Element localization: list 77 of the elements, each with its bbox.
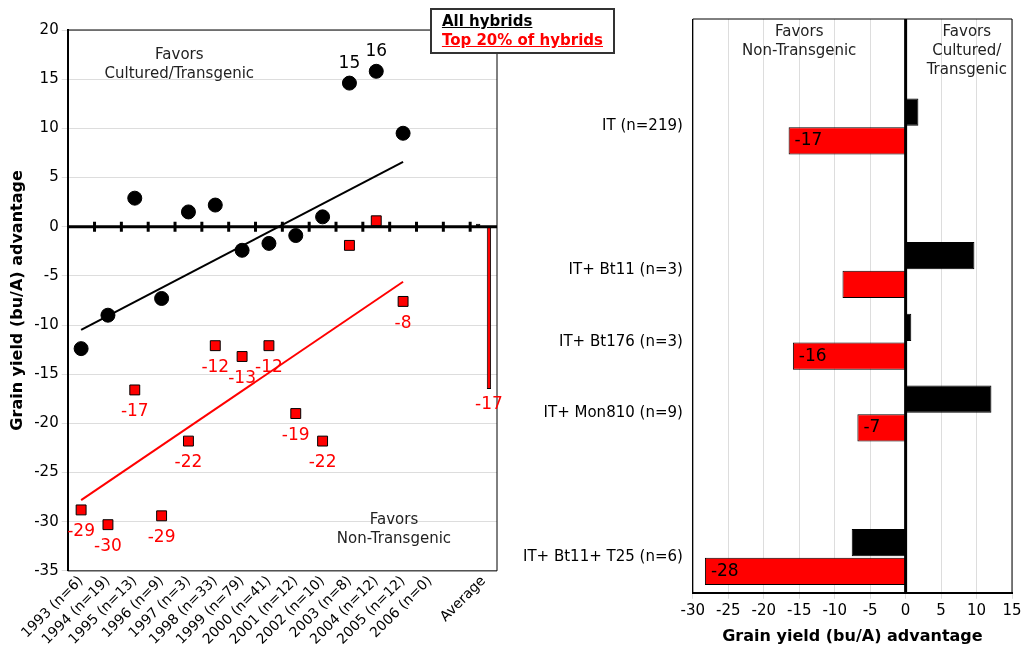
point <box>368 63 384 79</box>
point <box>75 504 87 516</box>
point <box>156 510 168 522</box>
y-axis-title: Grain yield (bu/A) advantage <box>6 170 26 431</box>
x-tick-label: 10 <box>966 600 987 619</box>
data-label: -22 <box>174 451 203 472</box>
data-label: -17 <box>120 400 149 421</box>
x-tick-label: -5 <box>862 600 878 619</box>
data-label: -13 <box>228 366 256 387</box>
point <box>397 295 409 307</box>
data-label: -28 <box>710 559 739 580</box>
x-tick-label: 15 <box>1002 600 1022 619</box>
y-tick-label: 15 <box>39 69 59 88</box>
point <box>207 197 223 213</box>
point <box>182 435 194 447</box>
point <box>288 228 304 244</box>
y-tick-label: -20 <box>34 413 59 432</box>
y-tick-label: -30 <box>34 511 59 530</box>
y-tick-label: 20 <box>39 19 59 38</box>
point <box>180 204 196 220</box>
point <box>343 239 355 251</box>
x-tick-label: 0 <box>900 600 911 619</box>
data-label: 16 <box>365 39 388 60</box>
x-tick-label: -30 <box>680 600 706 619</box>
data-label: -17 <box>794 129 823 150</box>
y-tick-label: IT+ Bt176 (n=3) <box>559 331 683 350</box>
point <box>263 340 275 352</box>
y-tick-label: 0 <box>49 216 59 235</box>
data-label: -30 <box>94 535 122 556</box>
data-label: -22 <box>308 451 337 472</box>
y-tick-label: IT+ Mon810 (n=9) <box>543 403 683 422</box>
y-tick-label: IT+ Bt11+ T25 (n=6) <box>523 546 683 565</box>
y-tick-label: -25 <box>34 462 59 481</box>
point <box>73 341 89 357</box>
point <box>290 408 302 419</box>
y-tick-label: IT+ Bt11 (n=3) <box>568 259 683 278</box>
point <box>154 290 170 306</box>
data-label: 15 <box>338 51 361 72</box>
point <box>234 242 250 258</box>
point <box>341 75 357 91</box>
point <box>102 519 114 531</box>
point <box>209 340 221 352</box>
data-label: -12 <box>201 356 230 377</box>
point <box>315 209 331 225</box>
point <box>261 235 277 251</box>
y-tick-label: 10 <box>39 118 59 137</box>
x-tick-label: 5 <box>936 600 946 619</box>
data-label: -19 <box>281 423 310 444</box>
y-tick-label: -10 <box>34 314 59 333</box>
data-label: -7 <box>863 416 881 437</box>
y-tick-label: -35 <box>34 560 59 579</box>
data-label: -29 <box>147 526 176 547</box>
data-label: -16 <box>798 344 827 365</box>
y-tick-label: -15 <box>34 364 59 383</box>
y-tick-label: 5 <box>49 167 59 186</box>
point <box>100 307 116 323</box>
data-label: -17 <box>475 393 503 414</box>
annotation: Favors Cultured/ Transgenic <box>925 22 1007 79</box>
point <box>129 384 141 396</box>
data-label: -8 <box>394 311 412 332</box>
point <box>236 351 248 362</box>
x-tick-label: -25 <box>716 600 741 619</box>
y-tick-label: IT (n=219) <box>602 116 683 135</box>
x-tick-label: -15 <box>786 600 812 619</box>
y-tick-label: -5 <box>43 265 59 284</box>
text: Top 20% of hybrids <box>441 31 603 50</box>
x-axis-title: Grain yield (bu/A) advantage <box>722 625 983 645</box>
annotation: Favors Cultured/Transgenic <box>104 45 255 83</box>
point <box>370 215 382 227</box>
text: All hybrids <box>441 12 534 31</box>
point <box>395 125 411 141</box>
annotation: Favors Non-Transgenic <box>742 22 857 60</box>
point <box>127 190 143 206</box>
x-tick-label: -20 <box>751 600 777 619</box>
x-tick-label: -10 <box>822 600 847 619</box>
point <box>317 435 329 447</box>
annotation: Favors Non-Transgenic <box>336 510 452 548</box>
